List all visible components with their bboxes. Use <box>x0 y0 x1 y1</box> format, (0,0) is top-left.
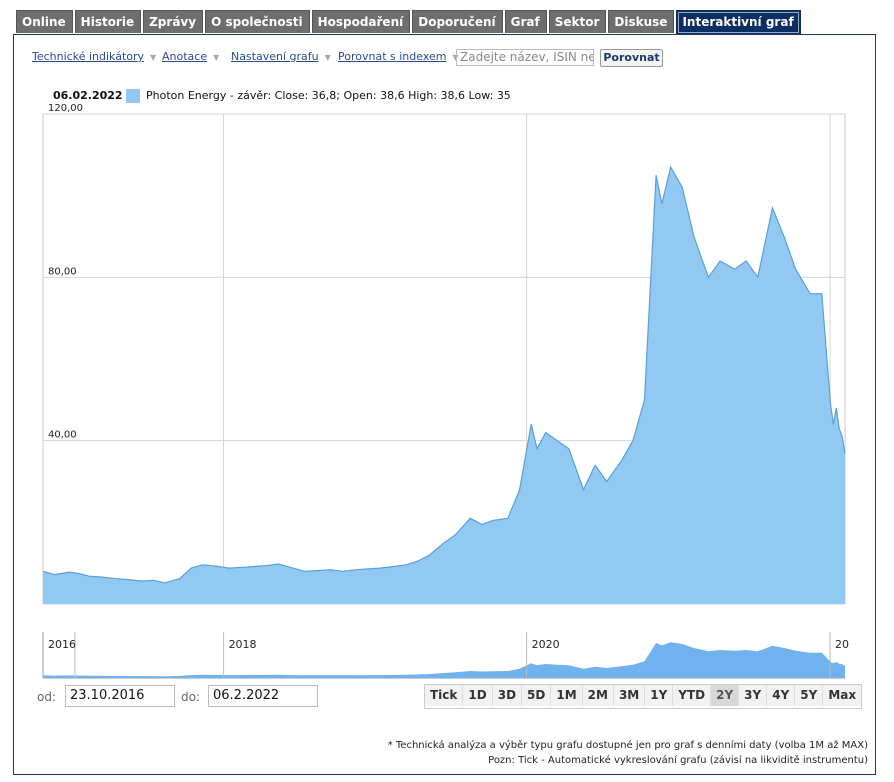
period-button-5d[interactable]: 5D <box>522 685 552 706</box>
tab-diskuse[interactable]: Diskuse <box>608 10 675 33</box>
period-button-3m[interactable]: 3M <box>613 685 646 706</box>
navigator-label: 2016 <box>48 638 76 651</box>
period-buttons: Tick 1D 3D 5D 1M 2M 3M 1Y YTD 2Y 3Y 4Y 5Y Max <box>424 684 863 709</box>
tab-o-spolecnosti[interactable]: O společnosti <box>205 10 310 33</box>
annotations-label: Anotace <box>162 50 208 63</box>
from-label: od: <box>37 690 57 704</box>
period-button-tick[interactable]: Tick <box>425 685 464 706</box>
note-tick: Pozn: Tick - Automatické vykreslování gr… <box>488 755 868 766</box>
tab-bar: Online Historie Zprávy O společnosti Hospoda… <box>16 10 803 35</box>
legend-text: Photon Energy - závěr: Close: 36,8; Open… <box>146 89 511 102</box>
compare-index-label: Porovnat s indexem <box>338 50 447 63</box>
period-button-2y[interactable]: 2Y <box>711 685 740 706</box>
technical-indicators-label: Technické indikátory <box>32 50 145 63</box>
chart-settings-menu[interactable]: Nastavení grafu ▼ <box>231 50 331 63</box>
price-line <box>42 165 846 584</box>
navigator-label: 2018 <box>229 638 257 651</box>
from-date-input[interactable]: 23.10.2016 <box>65 685 175 707</box>
period-button-1m[interactable]: 1M <box>551 685 583 706</box>
tab-zpravy[interactable]: Zprávy <box>143 10 204 33</box>
tab-interaktivni-graf[interactable]: Interaktivní graf <box>676 10 801 35</box>
to-label: do: <box>181 690 201 704</box>
technical-indicators-menu[interactable]: Technické indikátory ▼ <box>32 50 156 63</box>
period-button-max[interactable]: Max <box>823 685 862 706</box>
annotations-menu[interactable]: Anotace ▼ <box>162 50 219 63</box>
y-tick-label: 40,00 <box>48 430 77 441</box>
period-button-1y[interactable]: 1Y <box>645 685 674 706</box>
navigator-area <box>43 642 845 678</box>
compare-index-menu[interactable]: Porovnat s indexem ▼ <box>338 50 459 63</box>
compare-button[interactable]: Porovnat <box>600 49 663 67</box>
period-button-2m[interactable]: 2M <box>582 685 614 706</box>
tab-graf[interactable]: Graf <box>504 10 547 33</box>
period-button-3d[interactable]: 3D <box>492 685 523 706</box>
tab-doporuceni[interactable]: Doporučení <box>412 10 503 33</box>
y-tick-label: 120,00 <box>48 103 83 114</box>
chart-settings-label: Nastavení grafu <box>231 50 319 63</box>
compare-search-input[interactable]: Zadejte název, ISIN nebo ticker <box>456 49 594 66</box>
navigator-label: 20 <box>835 638 849 651</box>
chevron-down-icon: ▼ <box>324 53 331 62</box>
period-button-5y[interactable]: 5Y <box>795 685 824 706</box>
period-button-ytd[interactable]: YTD <box>673 685 712 706</box>
price-area <box>43 167 845 604</box>
y-tick-label: 80,00 <box>48 266 77 277</box>
period-button-4y[interactable]: 4Y <box>767 685 796 706</box>
tab-online[interactable]: Online <box>16 10 73 33</box>
tab-historie[interactable]: Historie <box>74 10 142 33</box>
navigator-label: 2020 <box>532 638 560 651</box>
tab-sektor[interactable]: Sektor <box>548 10 607 33</box>
chart-panel <box>13 34 876 775</box>
legend-swatch <box>126 89 140 103</box>
chevron-down-icon: ▼ <box>452 53 459 62</box>
note-technical-analysis: * Technická analýza a výběr typu grafu d… <box>387 740 868 751</box>
legend-date: 06.02.2022 <box>53 89 123 102</box>
chevron-down-icon: ▼ <box>213 53 220 62</box>
period-button-3y[interactable]: 3Y <box>739 685 768 706</box>
period-button-1d[interactable]: 1D <box>463 685 493 706</box>
to-date-input[interactable]: 06.2.2022 <box>208 685 318 707</box>
chevron-down-icon: ▼ <box>150 53 157 62</box>
tab-hospodareni[interactable]: Hospodaření <box>311 10 411 33</box>
